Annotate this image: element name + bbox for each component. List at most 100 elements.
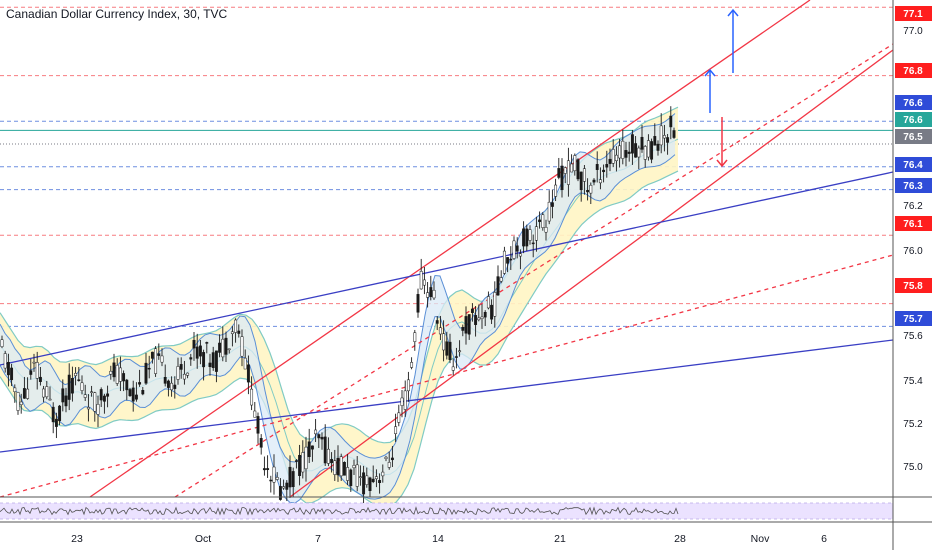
candle-down <box>531 242 535 245</box>
horizontal-levels <box>0 6 893 327</box>
candle-down <box>163 376 167 384</box>
price-label-text: 75.7 <box>903 314 923 325</box>
candle-down <box>294 460 298 462</box>
candle-up <box>502 250 506 274</box>
price-label-text: 75.8 <box>903 281 923 292</box>
candle-up <box>646 140 650 158</box>
candle-up <box>621 140 625 159</box>
y-tick-label: 75.2 <box>903 419 923 430</box>
candle-up <box>118 367 122 382</box>
candle-down <box>464 316 468 334</box>
candle-down <box>288 466 292 488</box>
y-tick-label: 75.6 <box>903 331 923 342</box>
candle-down <box>29 370 33 375</box>
candle-up <box>432 289 436 299</box>
candle-up <box>83 394 87 398</box>
candle-down <box>630 134 634 154</box>
y-tick-label: 75.0 <box>903 462 923 473</box>
candle-up <box>426 292 430 298</box>
candle-down <box>134 394 138 400</box>
candle-up <box>16 392 20 411</box>
price-label-box <box>895 6 932 21</box>
x-tick-label: 6 <box>821 533 827 545</box>
candle-down <box>490 304 494 320</box>
candle-up <box>566 160 570 185</box>
price-label-text: 77.1 <box>903 9 923 20</box>
candle-up <box>160 355 164 363</box>
candle-up <box>406 379 410 392</box>
candle-down <box>320 436 324 440</box>
candle-down <box>102 395 106 402</box>
trend-channels <box>0 0 894 498</box>
blue-channel-lower <box>0 339 894 453</box>
candle-down <box>298 454 302 476</box>
price-candles <box>0 106 676 504</box>
price-label-box <box>895 95 932 110</box>
candle-up <box>115 365 119 384</box>
candle-up <box>528 229 532 241</box>
x-tick-label: 23 <box>71 533 83 545</box>
candle-down <box>67 374 71 400</box>
y-tick-label: 75.4 <box>903 376 923 387</box>
price-label-text: 76.5 <box>903 132 923 143</box>
candle-down <box>291 471 295 488</box>
candle-down <box>669 115 673 128</box>
candle-down <box>605 164 609 168</box>
candle-down <box>323 436 327 464</box>
candle-up <box>643 146 647 160</box>
candle-up <box>374 476 378 480</box>
candle-down <box>371 478 375 483</box>
candle-up <box>614 154 618 162</box>
candle-up <box>339 456 343 477</box>
candle-down <box>342 461 346 476</box>
candle-up <box>182 373 186 380</box>
candle-down <box>349 469 353 487</box>
red-channel-middle <box>174 43 894 498</box>
candle-down <box>445 341 449 356</box>
candle-down <box>672 130 676 138</box>
candle-down <box>653 136 657 146</box>
candle-down <box>285 482 289 490</box>
candle-up <box>221 338 225 358</box>
candle-down <box>157 353 161 356</box>
projection-arrows <box>704 8 739 168</box>
candle-down <box>330 459 334 464</box>
candle-down <box>269 479 273 482</box>
candle-down <box>538 219 542 222</box>
candle-up <box>326 448 330 464</box>
candle-up <box>381 471 385 477</box>
candle-down <box>205 342 209 344</box>
candle-down <box>214 350 218 372</box>
candle-down <box>179 364 183 370</box>
candle-down <box>362 472 366 495</box>
candle-up <box>42 388 46 398</box>
candle-down <box>310 445 314 450</box>
candle-up <box>384 456 388 459</box>
candle-down <box>166 380 170 388</box>
candle-down <box>147 367 151 370</box>
candle-up <box>333 460 337 475</box>
candle-up <box>26 388 30 399</box>
price-label-text: 76.1 <box>903 219 923 230</box>
candle-down <box>650 141 654 160</box>
candle-down <box>99 389 103 401</box>
candle-up <box>109 370 113 375</box>
candle-down <box>634 143 638 158</box>
candle-up <box>419 271 423 290</box>
candle-down <box>429 287 433 297</box>
price-label-text: 76.3 <box>903 181 923 192</box>
candle-down <box>106 393 110 397</box>
candle-down <box>435 320 439 324</box>
candle-down <box>586 189 590 193</box>
candle-up <box>272 466 276 483</box>
red-channel-upper <box>89 0 811 498</box>
candle-up <box>365 475 369 485</box>
candle-down <box>64 395 68 407</box>
candle-up <box>154 348 158 374</box>
candle-up <box>563 167 567 174</box>
candle-up <box>358 476 362 478</box>
candle-down <box>262 468 266 471</box>
candle-down <box>416 294 420 313</box>
